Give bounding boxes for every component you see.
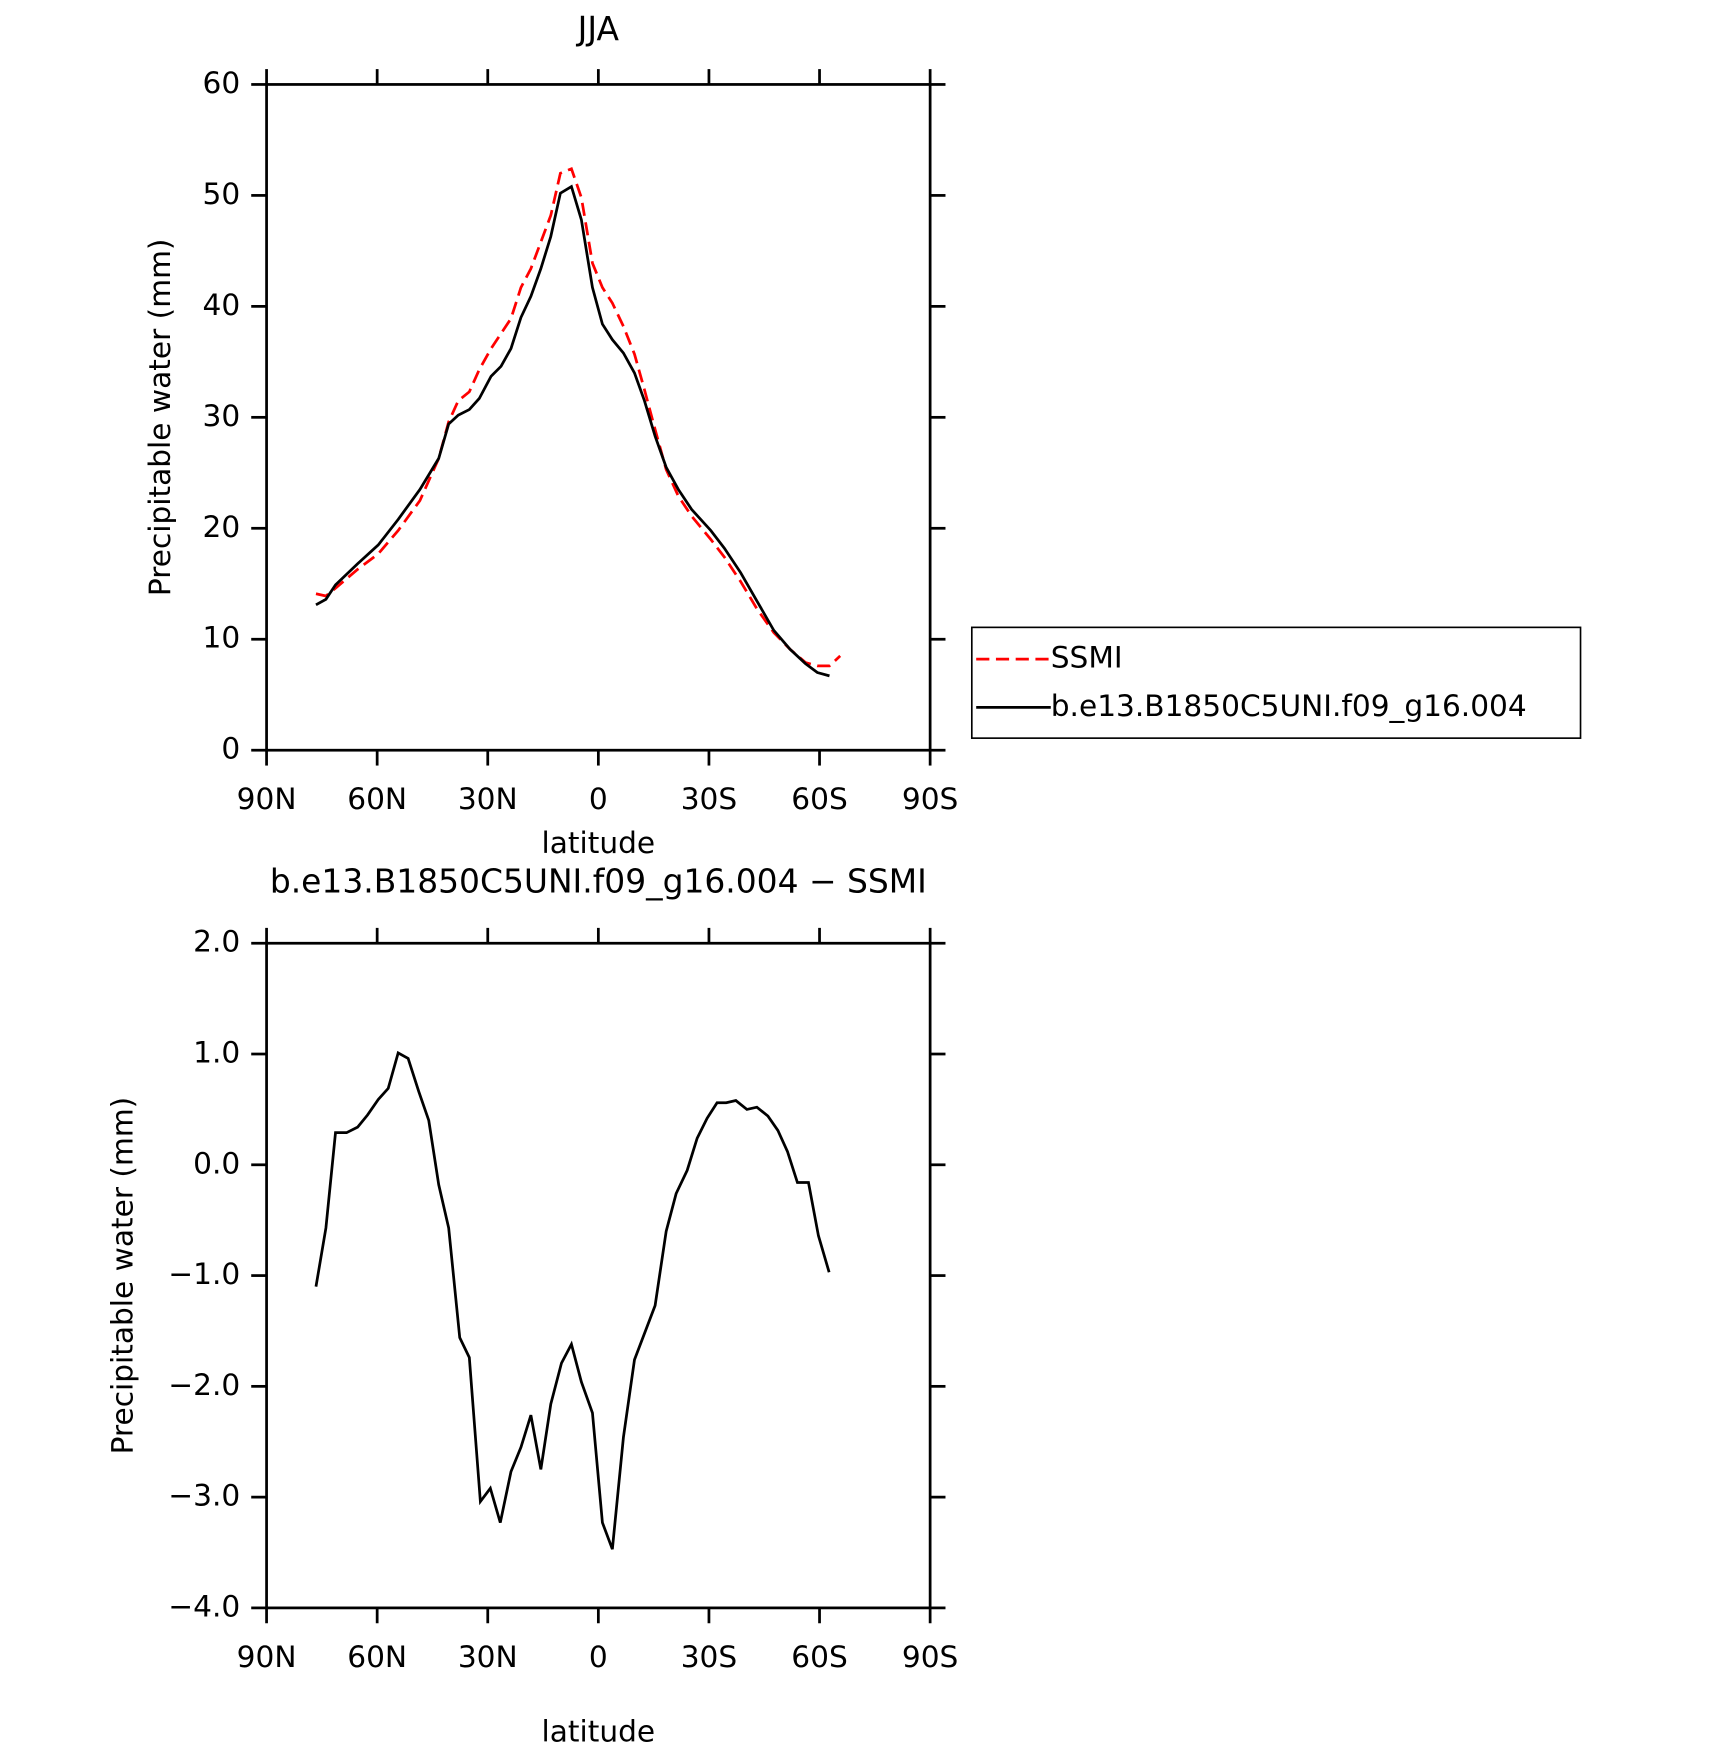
chart-title: JJA [576, 9, 620, 48]
y-tick-label: 1.0 [193, 1036, 240, 1070]
legend-label: b.e13.B1850C5UNI.f09_g16.004 [1051, 689, 1527, 723]
x-tick-label: 0 [589, 782, 608, 816]
x-tick-label: 90N [237, 782, 297, 816]
y-tick-label: 10 [203, 621, 241, 655]
x-tick-label: 90N [237, 1640, 297, 1674]
x-tick-label: 60N [347, 1640, 407, 1674]
y-tick-label: 2.0 [193, 925, 240, 959]
x-tick-label: 60S [791, 1640, 847, 1674]
x-axis-label: latitude [542, 826, 656, 860]
legend-box [970, 626, 1582, 739]
data-line [314, 1050, 831, 1550]
data-line [315, 166, 842, 668]
y-tick-label: 30 [203, 399, 241, 433]
y-tick-label: −2.0 [168, 1368, 240, 1402]
plot-frame [265, 83, 932, 752]
y-tick-label: 20 [203, 510, 241, 544]
y-tick-label: 50 [203, 177, 241, 211]
x-tick-label: 90S [902, 1640, 958, 1674]
plot-frame [265, 941, 932, 1610]
y-tick-label: −3.0 [168, 1479, 240, 1513]
y-tick-label: −1.0 [168, 1257, 240, 1291]
x-tick-label: 30S [681, 1640, 737, 1674]
y-tick-label: 0 [221, 732, 240, 766]
y-tick-label: 60 [203, 66, 241, 100]
x-tick-label: 30N [458, 1640, 518, 1674]
y-axis-label: Precipitable water (mm) [143, 239, 177, 597]
x-axis-label: latitude [542, 1714, 656, 1745]
y-axis-label: Precipitable water (mm) [105, 1097, 139, 1455]
x-tick-label: 30S [681, 782, 737, 816]
x-tick-label: 90S [902, 782, 958, 816]
x-tick-label: 0 [589, 1640, 608, 1674]
x-tick-label: 60N [347, 782, 407, 816]
data-line [315, 184, 830, 678]
x-tick-label: 60S [791, 782, 847, 816]
y-tick-label: −4.0 [168, 1589, 240, 1623]
x-tick-label: 30N [458, 782, 518, 816]
y-tick-label: 0.0 [193, 1146, 240, 1180]
y-tick-label: 40 [203, 288, 241, 322]
chart-title: b.e13.B1850C5UNI.f09_g16.004 − SSMI [270, 861, 927, 900]
legend-label: SSMI [1051, 641, 1123, 675]
